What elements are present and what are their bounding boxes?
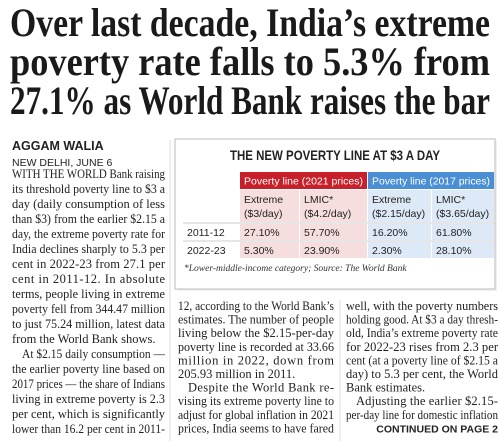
body-line: holding good. At $3 a day thresh- [346, 313, 498, 327]
body-line: vising its extreme poverty line to [178, 394, 334, 408]
column-header-cell [432, 190, 494, 222]
body-line: from the World Bank shows. [12, 332, 156, 346]
cell-value: 23.90% [304, 245, 340, 257]
body-line: day) to 5.3 per cent, the World [346, 367, 499, 381]
data-cell [300, 242, 367, 258]
body-line: million in 2022, down from [178, 353, 334, 367]
body-line: prices, India seems to have fared [178, 421, 335, 435]
column-header: Extreme [244, 194, 283, 206]
row-label: 2022-23 [187, 245, 226, 257]
headline-line: poverty rate falls to 5.3% from [10, 39, 490, 84]
body-line: per cent, which is significantly [12, 407, 166, 421]
column-header-cell [368, 190, 431, 222]
body-line: poverty fell from 344.47 million [12, 302, 166, 316]
headline-line: Over last decade, India’s extreme [10, 0, 490, 45]
body-line: cent in 2011-12. In absolute [12, 272, 165, 286]
column-header: ($3/day) [244, 208, 283, 220]
body-line: its threshold poverty line to $3 a [12, 182, 165, 196]
body-line: living below the $2.15-per-day [178, 326, 335, 340]
body-line: Despite the World Bank re- [188, 381, 334, 395]
headline-line: 27.1% as World Bank raises the bar [10, 78, 490, 123]
group-header: Poverty line (2017 prices) [372, 176, 490, 188]
group-header-cell [240, 172, 367, 189]
body-line: the earlier poverty line based on [12, 362, 166, 376]
body-line: than $3) from the earlier $2.15 a [12, 212, 165, 226]
body-line: adjust for global inflation in 2021 [178, 408, 334, 422]
data-cell [432, 224, 494, 240]
column-header: LMIC* [436, 194, 465, 206]
body-line: 205.93 million in 2011. [178, 367, 295, 381]
body-line: old, India’s extreme poverty rate [346, 326, 498, 340]
body-line: Adjusting the earlier $2.15- [356, 394, 498, 408]
body-line: per-day line for domestic inflation [346, 408, 499, 422]
column-header: Extreme [372, 194, 411, 206]
data-cell [300, 224, 367, 240]
body-line: to just 75.24 million, latest data [12, 317, 165, 331]
body-line: estimates. The number of people [178, 313, 334, 327]
body-line: WITH THE WORLD Bank raising [12, 167, 166, 181]
body-line: living in extreme poverty is 2.3 [12, 392, 165, 406]
cell-value: 27.10% [244, 227, 280, 239]
column-header-cell [240, 190, 299, 222]
data-cell [240, 224, 299, 240]
body-line: cent in 2022-23 from 27.1 per [12, 257, 166, 271]
body-line: day, the extreme poverty rate for [12, 227, 166, 241]
cell-value: 2.30% [372, 245, 402, 257]
body-line: At $2.15 daily consumption — [22, 347, 165, 361]
body-line: 12, according to the World Bank’s [178, 299, 334, 313]
cell-value: 5.30% [244, 245, 274, 257]
column-header: ($3.65/day) [436, 208, 489, 220]
cell-value: 57.70% [304, 227, 340, 239]
data-cell [368, 224, 431, 240]
body-line: poverty line is recorded at 33.66 [178, 340, 334, 354]
continued-note: CONTINUED ON PAGE 2 [376, 423, 498, 435]
data-cell [368, 242, 431, 258]
cell-value: 16.20% [372, 227, 408, 239]
body-line: for 2022-23 rises from 2.3 per [346, 340, 499, 354]
row-label: 2011-12 [187, 227, 225, 239]
body-line: 2017 prices — the share of Indians [12, 377, 165, 391]
column-header: LMIC* [304, 194, 333, 206]
column-header: ($4.2/day) [304, 208, 351, 220]
byline-author: AGGAM WALIA [12, 139, 104, 153]
cell-value: 61.80% [436, 227, 472, 239]
body-line: day (daily consumption of less [12, 197, 165, 211]
group-header-cell [368, 172, 494, 189]
data-cell [432, 242, 494, 258]
body-line: cent (at a poverty line of $2.15 a [346, 353, 498, 367]
column-header-cell [300, 190, 367, 222]
data-cell [240, 242, 299, 258]
group-header: Poverty line (2021 prices) [244, 176, 363, 188]
table-title: THE NEW POVERTY LINE AT $3 A DAY [230, 147, 441, 163]
body-line: Bank estimates. [346, 381, 425, 395]
table-footnote: *Lower-middle-income category; Source: T… [184, 264, 407, 274]
body-line: lower than 16.2 per cent in 2011- [12, 422, 165, 436]
body-line: well, with the poverty numbers [346, 299, 498, 313]
cell-value: 28.10% [436, 245, 472, 257]
column-header: ($2.15/day) [372, 208, 425, 220]
body-line: India declines sharply to 5.3 per [12, 242, 166, 256]
body-line: terms, people living in extreme [12, 287, 165, 301]
byline-dateline: NEW DELHI, JUNE 6 [12, 157, 113, 169]
